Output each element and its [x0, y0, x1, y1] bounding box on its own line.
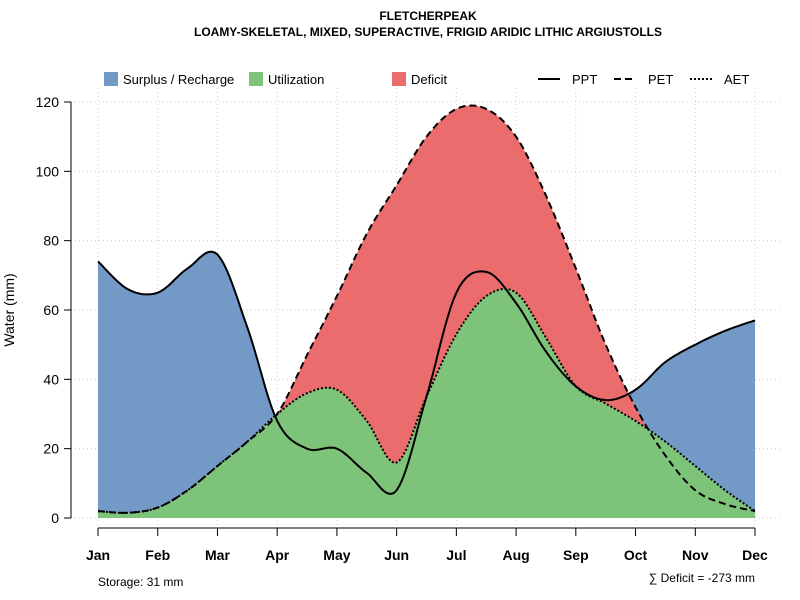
x-tick-label-nov: Nov [682, 547, 709, 563]
legend-label-utilization: Utilization [268, 72, 324, 87]
legend-swatch-deficit [392, 72, 406, 86]
x-tick-label-oct: Oct [624, 547, 648, 563]
x-tick-label-apr: Apr [265, 547, 290, 563]
utilization-area [98, 288, 755, 518]
y-tick-label-0: 0 [51, 510, 59, 526]
area-fills [98, 105, 755, 518]
legend-swatch-surplus-recharge [104, 72, 118, 86]
chart-title: FLETCHERPEAK [379, 9, 477, 23]
aet-line [97, 287, 756, 514]
storage-note: Storage: 31 mm [98, 575, 183, 589]
y-tick-label-60: 60 [43, 302, 59, 318]
legend-label-pet: PET [648, 72, 673, 87]
legend-label-aet: AET [724, 72, 749, 87]
x-tick-label-dec: Dec [742, 547, 768, 563]
legend-swatch-utilization [249, 72, 263, 86]
x-tick-label-jan: Jan [86, 547, 110, 563]
x-tick-label-jul: Jul [446, 547, 466, 563]
y-tick-label-100: 100 [36, 163, 60, 179]
x-tick-label-aug: Aug [502, 547, 529, 563]
chart-subtitle: LOAMY-SKELETAL, MIXED, SUPERACTIVE, FRIG… [194, 25, 662, 39]
legend-label-ppt: PPT [572, 72, 597, 87]
y-axis-label: Water (mm) [1, 273, 17, 346]
x-tick-label-may: May [323, 547, 350, 563]
y-tick-label-40: 40 [43, 371, 59, 387]
x-tick-label-mar: Mar [205, 547, 230, 563]
legend: Surplus / Recharge Utilization Deficit PPT P… [104, 72, 749, 87]
axes: 0 20 40 60 80 100 120 Jan Feb Mar Apr May Jun Jul Aug S… [36, 94, 768, 563]
legend-label-deficit: Deficit [411, 72, 448, 87]
y-tick-label-80: 80 [43, 233, 59, 249]
y-tick-label-20: 20 [43, 441, 59, 457]
deficit-note: ∑ Deficit = -273 mm [649, 571, 755, 585]
legend-label-surplus-recharge: Surplus / Recharge [123, 72, 234, 87]
x-tick-label-jun: Jun [384, 547, 409, 563]
series-lines [97, 104, 756, 514]
pet-line [97, 104, 756, 514]
x-tick-label-sep: Sep [563, 547, 589, 563]
y-tick-label-120: 120 [36, 94, 60, 110]
x-tick-label-feb: Feb [145, 547, 170, 563]
